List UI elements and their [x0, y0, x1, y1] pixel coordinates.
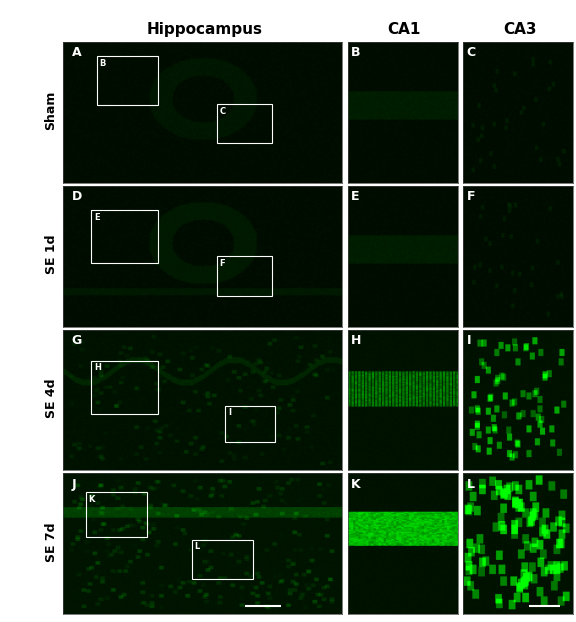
- Bar: [91, 210, 158, 263]
- Text: Sham: Sham: [44, 91, 58, 131]
- Text: K: K: [351, 478, 361, 491]
- Text: B: B: [351, 46, 361, 59]
- Text: SE 4d: SE 4d: [44, 379, 58, 418]
- Text: C: C: [219, 107, 226, 116]
- Bar: [97, 56, 158, 105]
- Bar: [91, 361, 158, 414]
- Text: F: F: [467, 190, 475, 203]
- Bar: [217, 256, 272, 295]
- Text: E: E: [351, 190, 359, 203]
- Text: CA3: CA3: [503, 22, 536, 37]
- Text: K: K: [89, 494, 95, 504]
- Text: A: A: [72, 46, 81, 59]
- Text: J: J: [72, 478, 77, 491]
- Text: CA1: CA1: [388, 22, 421, 37]
- Text: E: E: [94, 213, 100, 221]
- Text: I: I: [467, 334, 471, 347]
- Text: Hippocampus: Hippocampus: [146, 22, 262, 37]
- Bar: [225, 406, 275, 442]
- Bar: [217, 104, 272, 143]
- Text: C: C: [467, 46, 476, 59]
- Text: H: H: [351, 334, 362, 347]
- Text: D: D: [72, 190, 82, 203]
- Text: G: G: [72, 334, 82, 347]
- Text: F: F: [219, 259, 225, 268]
- Text: L: L: [467, 478, 475, 491]
- Text: SE 1d: SE 1d: [44, 235, 58, 274]
- Text: B: B: [100, 59, 106, 68]
- Text: I: I: [228, 409, 231, 417]
- Text: SE 7d: SE 7d: [44, 522, 58, 562]
- Text: H: H: [94, 363, 101, 373]
- Text: L: L: [194, 542, 200, 552]
- Bar: [192, 540, 253, 579]
- Bar: [86, 492, 147, 537]
